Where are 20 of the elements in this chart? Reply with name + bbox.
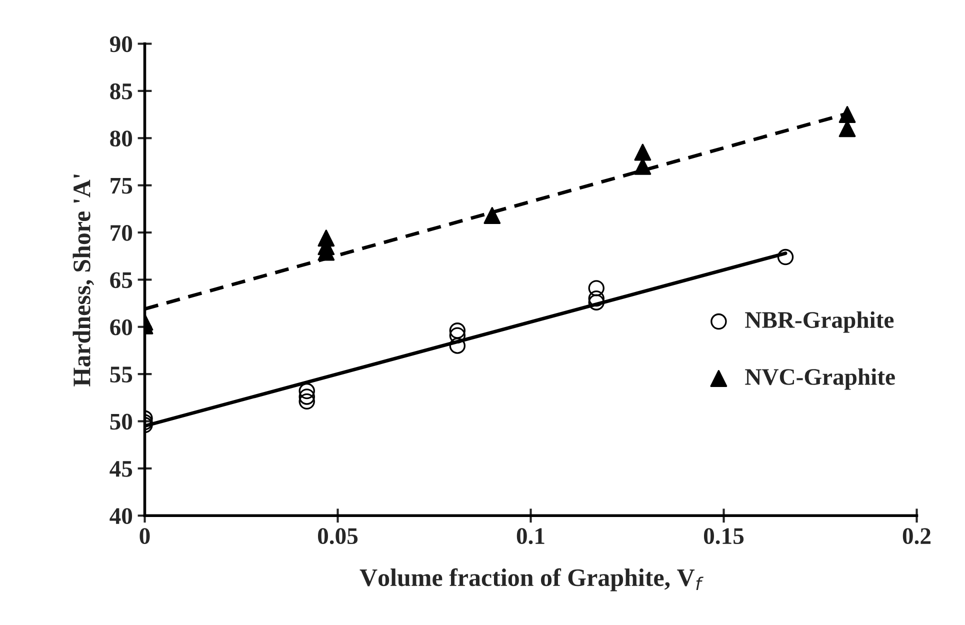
y-tick-label: 60 xyxy=(110,319,132,336)
y-tick-label: 70 xyxy=(110,224,132,241)
x-axis-title: Volume fraction of Graphite, V$_{f}$ xyxy=(360,568,704,592)
x-tick-label: 0.2 xyxy=(902,528,930,544)
y-tick-label: 85 xyxy=(110,83,132,100)
y-tick-label: 55 xyxy=(110,366,132,382)
y-tick-label: 40 xyxy=(110,508,132,524)
legend-label: NBR-Graphite xyxy=(745,311,894,333)
x-tick-label: 0 xyxy=(140,528,150,544)
x-tick-label: 0.15 xyxy=(704,528,744,544)
y-tick-label: 90 xyxy=(110,36,132,52)
x-tick-label: 0.1 xyxy=(516,528,544,544)
y-axis-title: Hardness, Shore 'A' xyxy=(72,174,94,386)
y-tick-label: 45 xyxy=(110,461,132,477)
y-tick-label: 75 xyxy=(110,178,132,194)
legend-label: NVC-Graphite xyxy=(745,368,895,390)
x-tick-label: 0.05 xyxy=(318,528,358,544)
y-tick-label: 80 xyxy=(110,130,132,147)
y-tick-label: 65 xyxy=(110,272,132,288)
y-tick-label: 50 xyxy=(110,414,132,430)
